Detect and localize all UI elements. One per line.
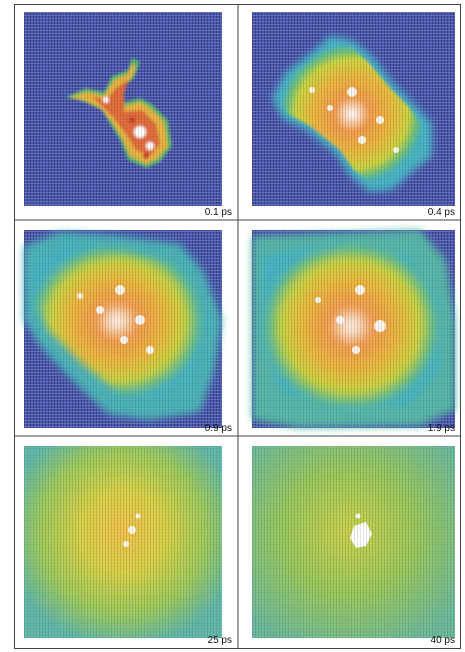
figure: 0.1 ps 0.4 ps 0.9 ps 1.9 ps	[0, 0, 465, 652]
panel-image	[24, 230, 222, 428]
panel-image	[252, 230, 455, 428]
time-label: 0.1 ps	[205, 207, 232, 218]
panel-image	[252, 12, 455, 206]
time-label: 0.4 ps	[428, 207, 455, 218]
time-label: 1.9 ps	[428, 423, 455, 434]
time-label: 25 ps	[208, 635, 232, 646]
time-label: 0.9 ps	[205, 423, 232, 434]
time-label: 40 ps	[431, 635, 455, 646]
panel-image	[252, 446, 455, 638]
panel-image	[24, 446, 222, 638]
panel-image	[24, 12, 222, 206]
